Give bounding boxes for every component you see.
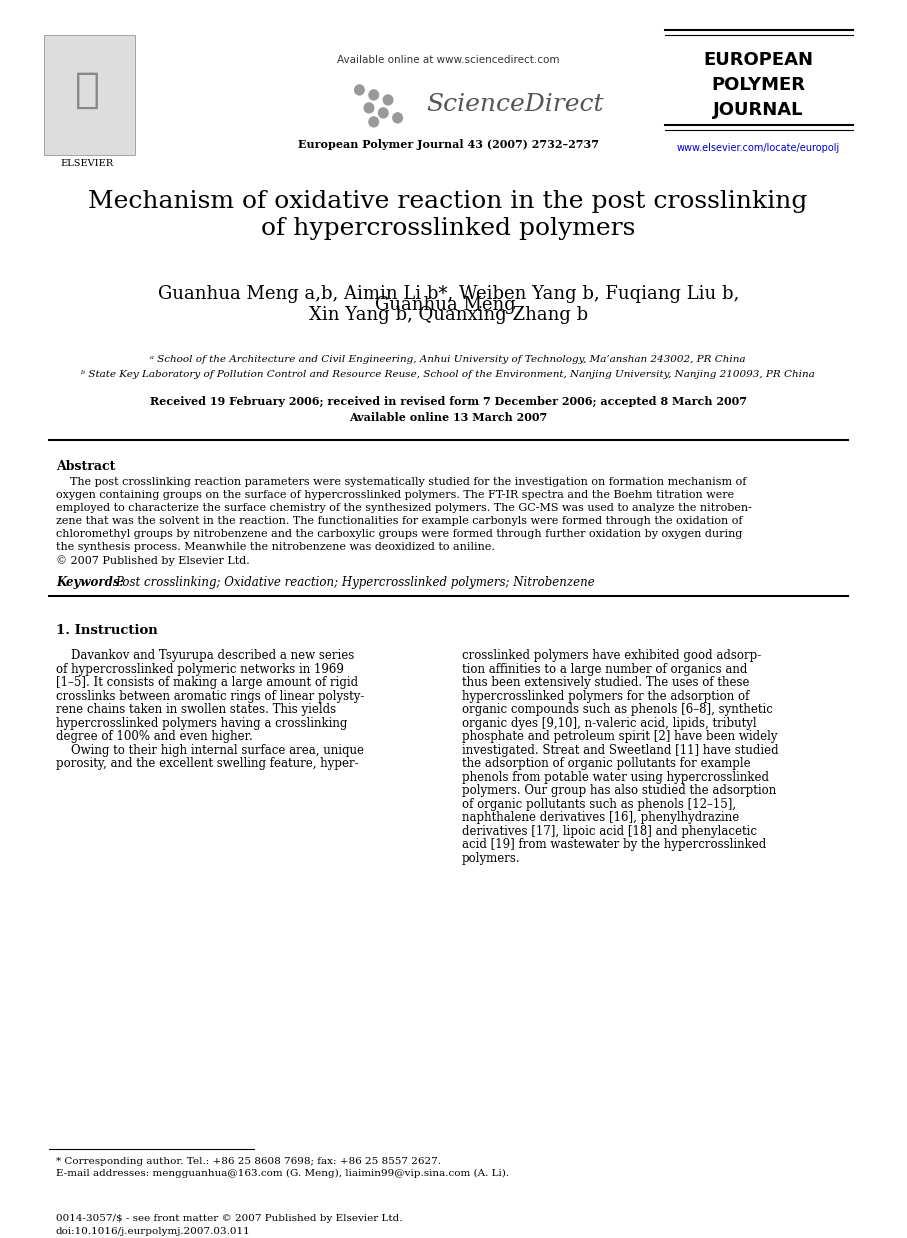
Text: Guanhua Meng a,b, Aimin Li b*, Weiben Yang b, Fuqiang Liu b,
Xin Yang b, Quanxin: Guanhua Meng a,b, Aimin Li b*, Weiben Ya… [158,285,739,324]
Text: Mechanism of oxidative reaction in the post crosslinking
of hypercrosslinked pol: Mechanism of oxidative reaction in the p… [89,189,808,240]
Text: Available online at www.sciencedirect.com: Available online at www.sciencedirect.co… [336,54,560,64]
Circle shape [369,90,378,100]
Text: acid [19] from wastewater by the hypercrosslinked: acid [19] from wastewater by the hypercr… [462,838,766,851]
Text: 0014-3057/$ - see front matter © 2007 Published by Elsevier Ltd.: 0014-3057/$ - see front matter © 2007 Pu… [56,1213,403,1223]
Text: European Polymer Journal 43 (2007) 2732–2737: European Polymer Journal 43 (2007) 2732–… [297,140,599,150]
Text: of organic pollutants such as phenols [12–15],: of organic pollutants such as phenols [1… [462,797,736,811]
Text: polymers.: polymers. [462,852,520,864]
Text: hypercrosslinked polymers for the adsorption of: hypercrosslinked polymers for the adsorp… [462,690,749,703]
Text: of hypercrosslinked polymeric networks in 1969: of hypercrosslinked polymeric networks i… [56,662,344,676]
Text: The post crosslinking reaction parameters were systematically studied for the in: The post crosslinking reaction parameter… [56,478,746,488]
Text: Owing to their high internal surface area, unique: Owing to their high internal surface are… [56,744,364,756]
Text: POLYMER: POLYMER [711,76,805,94]
Text: organic compounds such as phenols [6–8], synthetic: organic compounds such as phenols [6–8],… [462,703,773,717]
Text: ᵇ State Key Laboratory of Pollution Control and Resource Reuse, School of the En: ᵇ State Key Laboratory of Pollution Cont… [82,370,815,379]
Text: polymers. Our group has also studied the adsorption: polymers. Our group has also studied the… [462,784,775,797]
Text: JOURNAL: JOURNAL [713,100,804,119]
Text: E-mail addresses: mengguanhua@163.com (G. Meng), liaimin99@vip.sina.com (A. Li).: E-mail addresses: mengguanhua@163.com (G… [56,1169,509,1177]
Text: 🌲: 🌲 [75,69,100,111]
Text: the synthesis process. Meanwhile the nitrobenzene was deoxidized to aniline.: the synthesis process. Meanwhile the nit… [56,542,494,552]
Text: EUROPEAN: EUROPEAN [703,51,814,69]
Text: * Corresponding author. Tel.: +86 25 8608 7698; fax: +86 25 8557 2627.: * Corresponding author. Tel.: +86 25 860… [56,1156,441,1166]
Text: organic dyes [9,10], n-valeric acid, lipids, tributyl: organic dyes [9,10], n-valeric acid, lip… [462,717,756,729]
Text: Abstract: Abstract [56,459,115,473]
Text: phosphate and petroleum spirit [2] have been widely: phosphate and petroleum spirit [2] have … [462,730,777,743]
Text: Davankov and Tsyurupa described a new series: Davankov and Tsyurupa described a new se… [56,649,354,662]
Text: ScienceDirect: ScienceDirect [426,93,604,116]
Text: rene chains taken in swollen states. This yields: rene chains taken in swollen states. Thi… [56,703,336,717]
Text: 1. Instruction: 1. Instruction [56,624,158,638]
Text: the adsorption of organic pollutants for example: the adsorption of organic pollutants for… [462,758,750,770]
Circle shape [369,116,378,126]
Text: © 2007 Published by Elsevier Ltd.: © 2007 Published by Elsevier Ltd. [56,556,249,566]
Circle shape [355,85,365,95]
Text: www.elsevier.com/locate/europolj: www.elsevier.com/locate/europolj [677,142,840,152]
Text: degree of 100% and even higher.: degree of 100% and even higher. [56,730,253,743]
Text: zene that was the solvent in the reaction. The functionalities for example carbo: zene that was the solvent in the reactio… [56,516,743,526]
Circle shape [365,103,374,113]
Text: doi:10.1016/j.eurpolymj.2007.03.011: doi:10.1016/j.eurpolymj.2007.03.011 [56,1227,250,1236]
Text: tion affinities to a large number of organics and: tion affinities to a large number of org… [462,662,746,676]
Text: crosslinks between aromatic rings of linear polysty-: crosslinks between aromatic rings of lin… [56,690,365,703]
Text: [1–5]. It consists of making a large amount of rigid: [1–5]. It consists of making a large amo… [56,676,358,690]
Text: Received 19 February 2006; received in revised form 7 December 2006; accepted 8 : Received 19 February 2006; received in r… [150,396,746,407]
Text: naphthalene derivatives [16], phenylhydrazine: naphthalene derivatives [16], phenylhydr… [462,811,739,825]
Circle shape [393,113,403,123]
Text: Post crosslinking; Oxidative reaction; Hypercrosslinked polymers; Nitrobenzene: Post crosslinking; Oxidative reaction; H… [115,577,595,589]
FancyBboxPatch shape [44,35,135,155]
Text: Available online 13 March 2007: Available online 13 March 2007 [349,412,547,423]
Text: porosity, and the excellent swelling feature, hyper-: porosity, and the excellent swelling fea… [56,758,358,770]
Text: oxygen containing groups on the surface of hypercrosslinked polymers. The FT-IR : oxygen containing groups on the surface … [56,490,734,500]
Text: hypercrosslinked polymers having a crosslinking: hypercrosslinked polymers having a cross… [56,717,347,729]
Text: ELSEVIER: ELSEVIER [61,158,114,168]
Circle shape [384,95,393,105]
Text: chloromethyl groups by nitrobenzene and the carboxylic groups were formed throug: chloromethyl groups by nitrobenzene and … [56,530,742,540]
Text: derivatives [17], lipoic acid [18] and phenylacetic: derivatives [17], lipoic acid [18] and p… [462,825,756,838]
Text: thus been extensively studied. The uses of these: thus been extensively studied. The uses … [462,676,749,690]
Text: Keywords:: Keywords: [56,577,132,589]
Text: phenols from potable water using hypercrosslinked: phenols from potable water using hypercr… [462,771,768,784]
Text: ᵃ School of the Architecture and Civil Engineering, Anhui University of Technolo: ᵃ School of the Architecture and Civil E… [151,355,746,364]
Text: investigated. Streat and Sweetland [11] have studied: investigated. Streat and Sweetland [11] … [462,744,778,756]
Text: Guanhua Meng: Guanhua Meng [375,296,522,313]
Text: crosslinked polymers have exhibited good adsorp-: crosslinked polymers have exhibited good… [462,649,761,662]
Text: employed to characterize the surface chemistry of the synthesized polymers. The : employed to characterize the surface che… [56,504,752,514]
Circle shape [378,108,388,118]
